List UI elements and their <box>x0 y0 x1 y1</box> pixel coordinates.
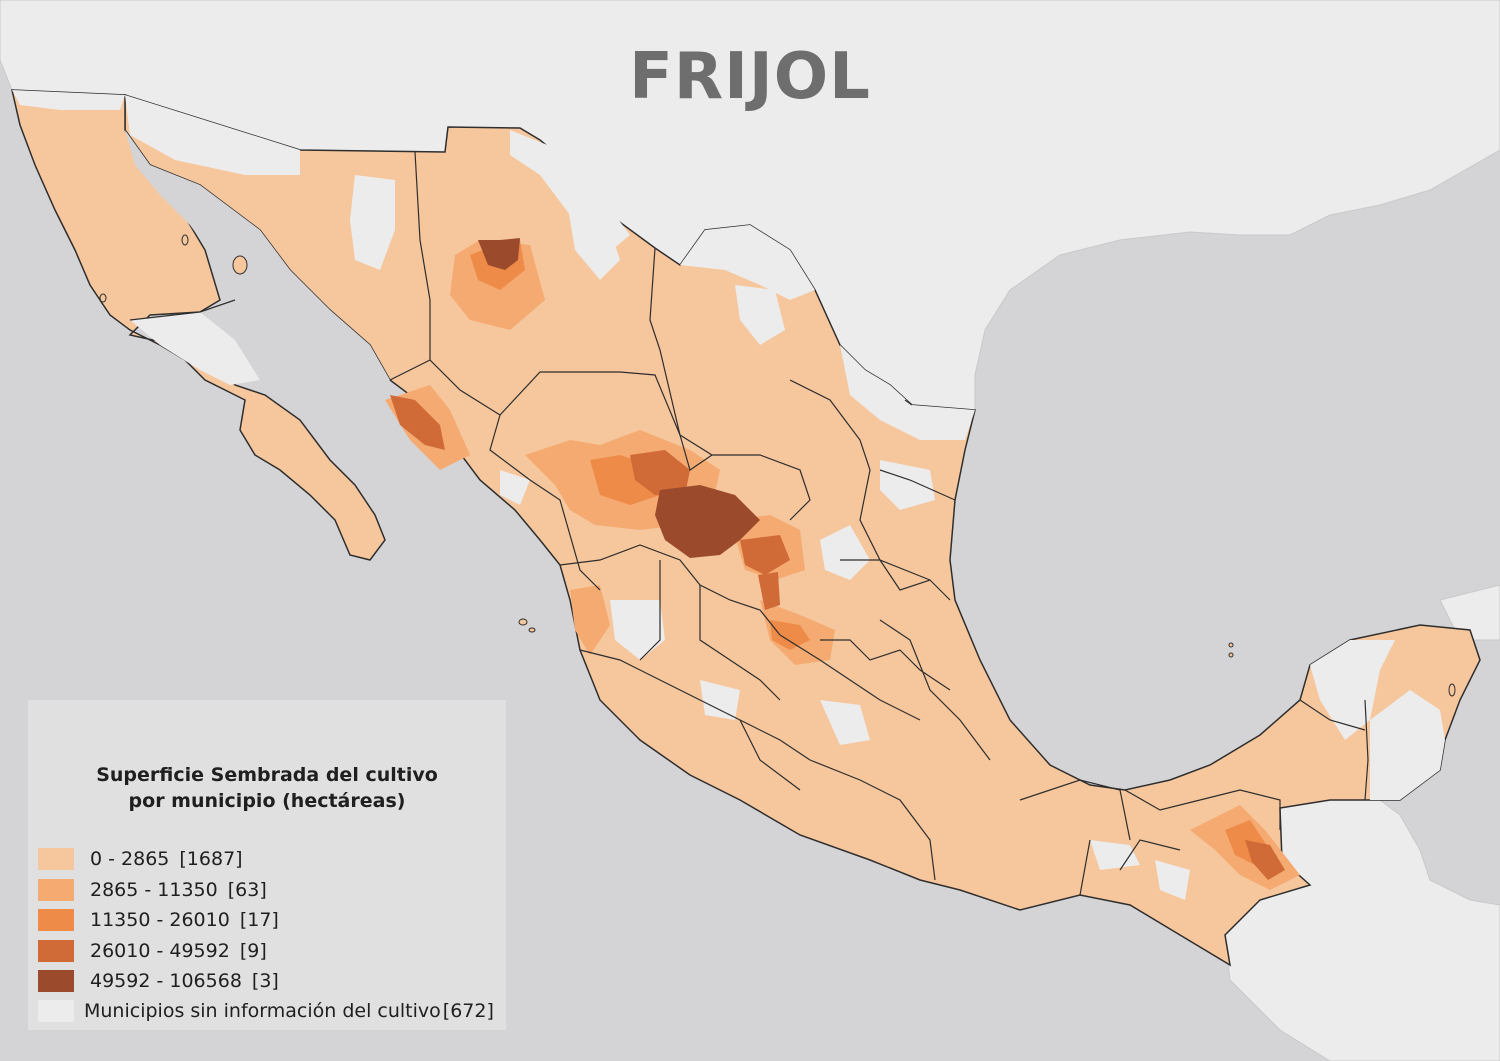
legend-item: 26010 - 49592 [9] <box>38 940 267 962</box>
legend-label: 26010 - 49592 <box>90 940 230 962</box>
legend-count: [63] <box>227 879 267 901</box>
legend-item: 11350 - 26010 [17] <box>38 909 279 931</box>
legend-count: [672] <box>442 1000 494 1022</box>
legend-item: 49592 - 106568 [3] <box>38 970 279 992</box>
legend-swatch <box>38 940 74 962</box>
caribbean-land <box>1439 584 1500 641</box>
legend-label: 11350 - 26010 <box>90 909 230 931</box>
legend-count: [17] <box>239 909 279 931</box>
no-data-areas <box>12 90 1445 900</box>
legend-panel: Superficie Sembrada del cultivo por muni… <box>28 700 506 1030</box>
islands <box>99 234 1456 697</box>
class5-areas <box>478 238 760 558</box>
legend-count: [9] <box>239 940 267 962</box>
legend-swatch <box>38 848 74 870</box>
legend-swatch <box>38 1000 74 1022</box>
legend-swatch <box>38 970 74 992</box>
legend-count: [1687] <box>179 848 243 870</box>
baja-california <box>11 89 386 561</box>
legend-item: 0 - 2865 [1687] <box>38 848 243 870</box>
legend-label: 49592 - 106568 <box>90 970 242 992</box>
legend-label: 2865 - 11350 <box>90 879 218 901</box>
state-borders <box>129 151 1369 896</box>
class4-areas <box>390 395 1285 880</box>
legend-item: Municipios sin información del cultivo [… <box>38 1000 494 1022</box>
gulf-of-california <box>125 130 390 400</box>
legend-label: 0 - 2865 <box>90 848 170 870</box>
legend-swatch <box>38 879 74 901</box>
legend-count: [3] <box>251 970 279 992</box>
legend-item: 2865 - 11350 [63] <box>38 879 267 901</box>
legend-title-line2: por municipio (hectáreas) <box>128 790 406 812</box>
legend-title-line1: Superficie Sembrada del cultivo <box>96 764 438 786</box>
legend-title: Superficie Sembrada del cultivo por muni… <box>28 762 506 814</box>
legend-swatch <box>38 909 74 931</box>
legend-label: Municipios sin información del cultivo <box>84 1000 441 1022</box>
map-title: FRIJOL <box>629 40 871 114</box>
